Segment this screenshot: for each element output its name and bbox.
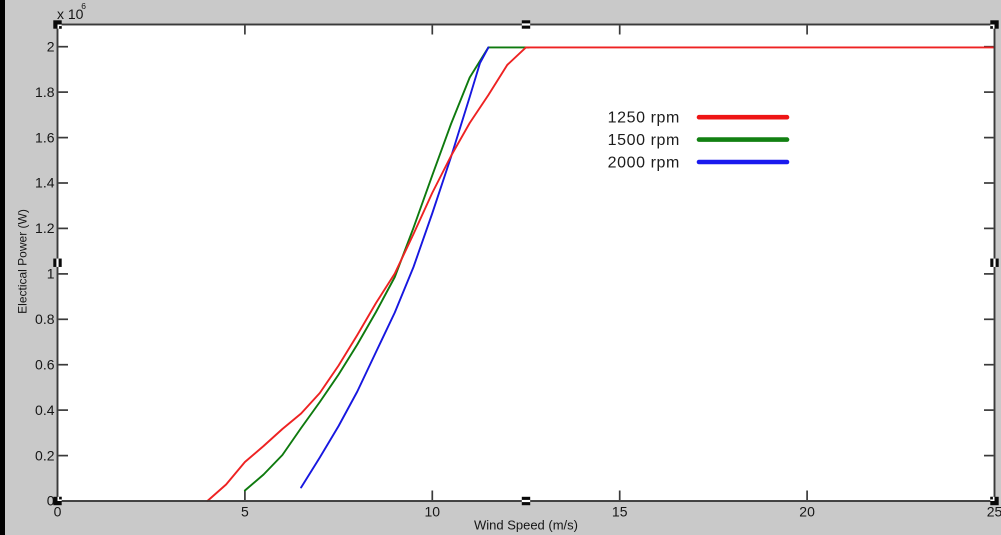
svg-text:5: 5 [241,504,249,520]
svg-text:0: 0 [54,504,62,520]
svg-text:Electical Power (W): Electical Power (W) [16,209,30,314]
svg-text:1500 rpm: 1500 rpm [608,132,680,149]
svg-text:x 10: x 10 [57,6,84,22]
svg-text:1.2: 1.2 [35,220,55,236]
svg-text:10: 10 [425,504,441,520]
svg-text:2: 2 [47,38,55,54]
svg-text:0.8: 0.8 [35,311,55,327]
svg-text:6: 6 [81,1,86,11]
svg-text:0: 0 [47,493,55,509]
svg-text:Wind Speed (m/s): Wind Speed (m/s) [474,518,578,533]
svg-text:1.4: 1.4 [35,175,55,191]
svg-text:1.6: 1.6 [35,129,55,145]
svg-text:0.2: 0.2 [35,447,55,463]
svg-text:0.4: 0.4 [35,402,55,418]
svg-text:0.6: 0.6 [35,356,55,372]
svg-text:20: 20 [799,504,815,520]
svg-text:25: 25 [987,504,1001,520]
svg-text:1: 1 [47,266,55,282]
svg-text:1250 rpm: 1250 rpm [608,110,680,127]
svg-text:15: 15 [612,504,628,520]
svg-text:2000 rpm: 2000 rpm [608,154,680,171]
svg-text:1.8: 1.8 [35,84,55,100]
